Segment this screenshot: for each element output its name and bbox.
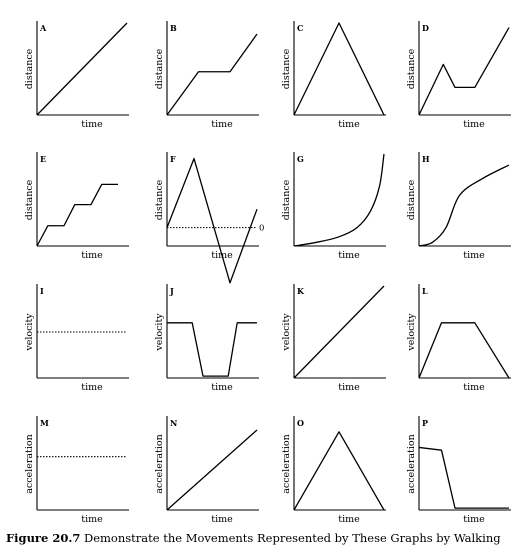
x-axis-label: time [81, 250, 103, 261]
panel-label: D [422, 23, 429, 33]
y-axis-label: acceleration [24, 434, 35, 494]
x-axis-label: time [211, 514, 233, 525]
series-line [418, 164, 510, 247]
panel-label: G [297, 154, 304, 164]
panel-label: M [40, 418, 49, 428]
y-axis-label: velocity [24, 313, 35, 352]
series-line [293, 431, 385, 511]
x-axis-label: time [81, 119, 103, 130]
x-axis-label: time [81, 382, 103, 393]
y-axis-label: distance [281, 179, 292, 220]
x-axis-label: time [463, 382, 485, 393]
panel-label: E [40, 154, 46, 164]
x-axis-label: time [463, 514, 485, 525]
x-axis-label: time [338, 382, 360, 393]
series-line [293, 22, 385, 116]
reference-line-label: 0 [259, 224, 264, 234]
series-line [293, 285, 385, 379]
panel-label: H [422, 154, 430, 164]
series-line [418, 446, 509, 509]
panel-label: J [169, 286, 174, 296]
series-line [418, 27, 510, 116]
x-axis-label: time [338, 514, 360, 525]
figure-number: Figure 20.7 [6, 531, 81, 545]
x-axis-label: time [338, 250, 360, 261]
y-axis-label: acceleration [406, 434, 417, 494]
panel-label: B [170, 23, 177, 33]
y-axis-label: acceleration [281, 434, 292, 494]
panel-label: K [297, 286, 305, 296]
x-axis-label: time [463, 250, 485, 261]
y-axis-label: velocity [281, 313, 292, 352]
series-line [418, 322, 510, 379]
x-axis-label: time [211, 119, 233, 130]
series-line [167, 322, 257, 377]
series-line [166, 33, 258, 116]
panel-label: N [170, 418, 177, 428]
x-axis-label: time [81, 514, 103, 525]
y-axis-label: distance [406, 48, 417, 89]
panel-label: A [39, 23, 47, 33]
y-axis-label: velocity [406, 313, 417, 352]
y-axis-label: distance [154, 179, 165, 220]
y-axis-label: distance [24, 48, 35, 89]
x-axis-label: time [338, 119, 360, 130]
figure-title: Demonstrate the Movements Represented by… [83, 531, 501, 545]
x-axis-label: time [211, 382, 233, 393]
series-line [293, 153, 385, 247]
y-axis-label: distance [24, 179, 35, 220]
y-axis-label: distance [281, 48, 292, 89]
y-axis-label: distance [154, 48, 165, 89]
series-line [166, 429, 258, 511]
x-axis-label: time [463, 119, 485, 130]
series-line [36, 22, 128, 116]
panel-label: I [40, 286, 44, 296]
series-line [36, 183, 118, 247]
series-line [166, 157, 258, 284]
panel-label: C [297, 23, 303, 33]
panel-label: L [422, 286, 428, 296]
panel-label: F [170, 154, 176, 164]
y-axis-label: velocity [154, 313, 165, 352]
panel-label: O [297, 418, 304, 428]
y-axis-label: acceleration [154, 434, 165, 494]
figure-caption: Figure 20.7 Demonstrate the Movements Re… [6, 531, 526, 545]
y-axis-label: distance [406, 179, 417, 220]
panel-label: P [422, 418, 428, 428]
